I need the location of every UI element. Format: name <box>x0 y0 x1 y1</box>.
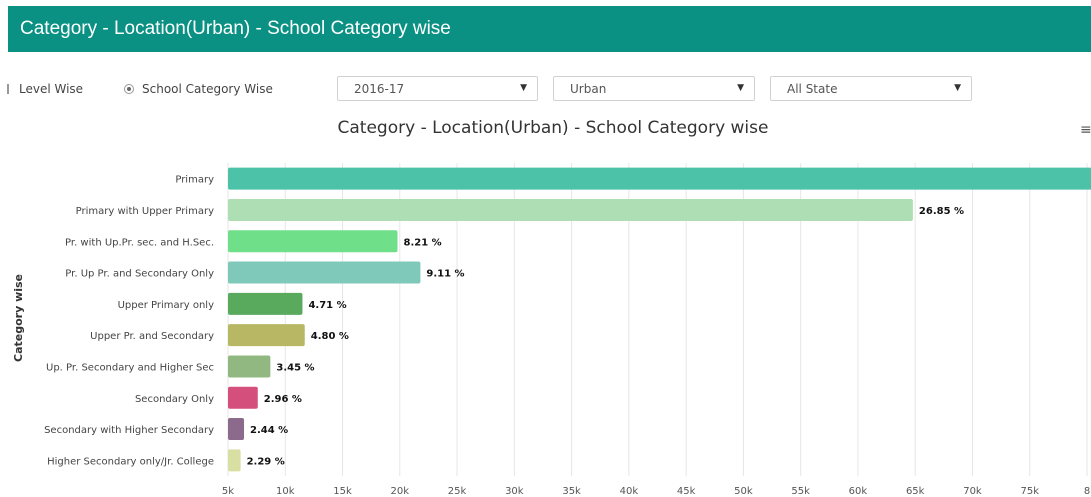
y-tick-label: Secondary with Higher Secondary <box>44 425 214 436</box>
x-tick-label: 60k <box>849 486 868 497</box>
y-tick-labels: Primary Primary with Upper Primary Pr. wit… <box>44 175 214 468</box>
location-select[interactable]: Urban ▼ <box>553 76 755 101</box>
y-tick-label: Pr. with Up.Pr. sec. and H.Sec. <box>65 237 214 248</box>
data-label: 26.85 % <box>919 206 964 217</box>
y-tick-label: Upper Pr. and Secondary <box>90 331 214 342</box>
x-tick-label: 65k <box>906 486 925 497</box>
x-tick-label: 20k <box>391 486 410 497</box>
x-tick-label: 70k <box>963 486 982 497</box>
y-tick-label: Higher Secondary only/Jr. College <box>47 456 214 467</box>
y-tick-label: Up. Pr. Secondary and Higher Sec <box>46 362 214 373</box>
radio-circle-icon <box>7 84 9 94</box>
y-tick-label: Pr. Up Pr. and Secondary Only <box>65 269 214 280</box>
data-label: 3.45 % <box>276 362 314 373</box>
chevron-down-icon: ▼ <box>520 83 527 93</box>
bar[interactable] <box>228 418 245 441</box>
chart-menu-icon[interactable]: ≡ <box>1080 122 1091 138</box>
y-tick-label: Primary <box>175 175 214 186</box>
page-header: Category - Location(Urban) - School Cate… <box>8 6 1091 52</box>
y-tick-label: Upper Primary only <box>118 300 215 311</box>
bar[interactable] <box>228 198 913 221</box>
x-tick-label: 10k <box>276 486 295 497</box>
data-label: 2.29 % <box>247 456 285 467</box>
x-tick-label: 55k <box>791 486 810 497</box>
y-tick-label: Secondary Only <box>135 394 214 405</box>
data-label: 4.71 % <box>308 300 346 311</box>
bar[interactable] <box>228 449 241 472</box>
x-tick-label: 30k <box>505 486 524 497</box>
page-title: Category - Location(Urban) - School Cate… <box>20 18 451 39</box>
school-category-wise-label: School Category Wise <box>142 82 273 96</box>
school-category-wise-radio[interactable]: School Category Wise <box>124 82 273 96</box>
data-label: 9.11 % <box>426 269 464 280</box>
bar[interactable] <box>228 230 398 253</box>
data-label: 4.80 % <box>311 331 349 342</box>
bars-group <box>228 167 1091 472</box>
y-axis-label: Category wise <box>12 274 25 362</box>
x-tick-label: 50k <box>734 486 753 497</box>
year-select-value: 2016-17 <box>354 82 405 96</box>
x-tick-label: 8 <box>1084 486 1090 497</box>
bar[interactable] <box>228 355 271 378</box>
x-tick-label: 75k <box>1020 486 1039 497</box>
x-tick-label: 25k <box>448 486 467 497</box>
year-select[interactable]: 2016-17 ▼ <box>337 76 538 101</box>
bar[interactable] <box>228 324 305 347</box>
chart-title: Category - Location(Urban) - School Cate… <box>338 118 769 138</box>
chevron-down-icon: ▼ <box>737 83 744 93</box>
level-wise-label: Level Wise <box>19 82 84 96</box>
state-select-value: All State <box>787 82 838 96</box>
x-tick-label: 35k <box>562 486 581 497</box>
x-tick-label: 40k <box>620 486 639 497</box>
y-tick-label: Primary with Upper Primary <box>76 206 214 217</box>
data-label: 2.44 % <box>250 425 288 436</box>
chevron-down-icon: ▼ <box>954 83 961 93</box>
state-select[interactable]: All State ▼ <box>770 76 972 101</box>
x-tick-label: 15k <box>333 486 352 497</box>
x-tick-label: 45k <box>677 486 696 497</box>
bar[interactable] <box>228 292 303 315</box>
data-label: 8.21 % <box>404 237 442 248</box>
x-tick-label: 5k <box>222 486 234 497</box>
x-tick-labels: 5k 10k 15k 20k 25k 30k 35k 40k 45k 50k 55k 60k 65k 70… <box>222 486 1090 497</box>
bar[interactable] <box>228 261 421 284</box>
radio-selected-icon <box>124 84 134 94</box>
bar[interactable] <box>228 386 258 409</box>
data-labels: 35.18 %26.85 %8.21 %9.11 %4.71 %4.80 %3.… <box>247 206 964 467</box>
location-select-value: Urban <box>570 82 607 96</box>
bar[interactable] <box>228 167 1091 190</box>
level-wise-radio[interactable]: Level Wise <box>7 82 83 96</box>
data-label: 2.96 % <box>264 394 302 405</box>
